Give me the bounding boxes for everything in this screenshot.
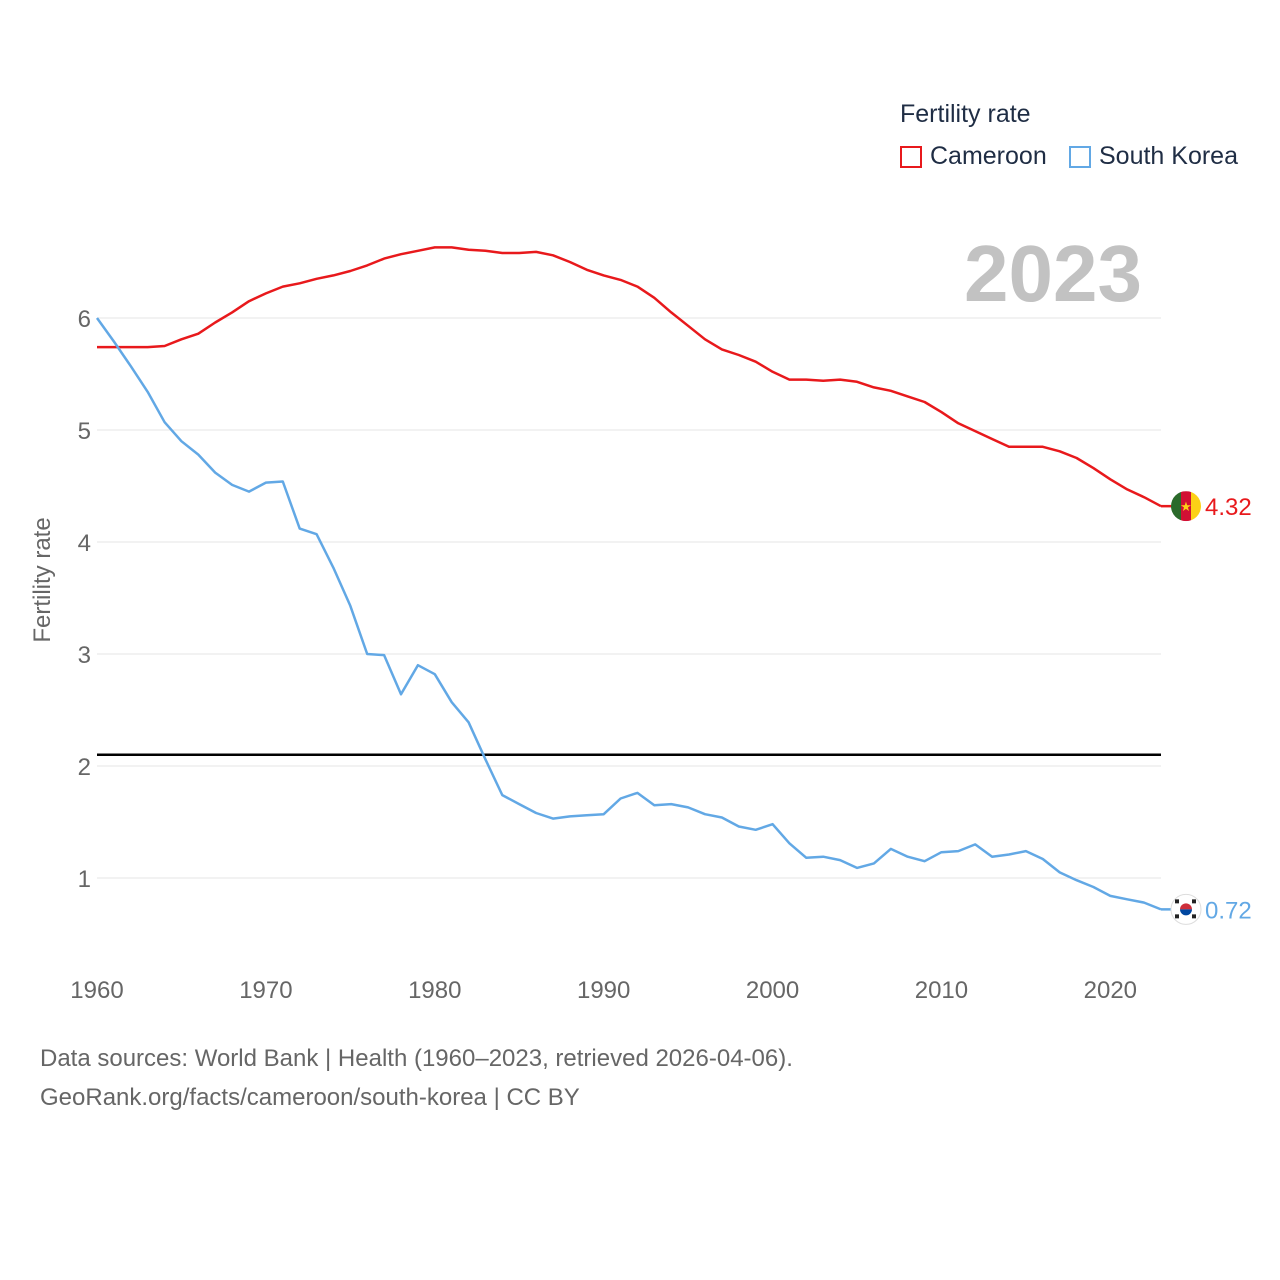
legend-swatch-south-korea bbox=[1069, 145, 1091, 168]
y-axis-title: Fertility rate bbox=[29, 517, 56, 642]
y-tick-label: 6 bbox=[78, 306, 91, 333]
end-value-label-cameroon: 4.32 bbox=[1205, 494, 1252, 521]
svg-text:★: ★ bbox=[1180, 499, 1192, 514]
x-tick-label: 2000 bbox=[746, 977, 799, 1004]
x-tick-label: 2010 bbox=[915, 977, 968, 1004]
x-tick-label: 1970 bbox=[239, 977, 292, 1004]
y-tick-label: 3 bbox=[78, 642, 91, 669]
flag-south-korea-trigram bbox=[1175, 914, 1179, 919]
end-value-label-south-korea: 0.72 bbox=[1205, 897, 1252, 924]
flag-cameroon-icon: ★ bbox=[1171, 491, 1201, 522]
series-line-south-korea bbox=[95, 317, 1162, 911]
x-tick-label: 2020 bbox=[1084, 977, 1137, 1004]
legend-label-south-korea: South Korea bbox=[1099, 142, 1238, 170]
year-label: 2023 bbox=[964, 229, 1142, 318]
flag-south-korea-trigram bbox=[1175, 899, 1179, 904]
attribution-text: GeoRank.org/facts/cameroon/south-korea |… bbox=[40, 1084, 580, 1111]
flag-south-korea-trigram bbox=[1192, 914, 1196, 919]
legend-item-south-korea[interactable]: South Korea bbox=[1069, 142, 1238, 171]
series-line-cameroon bbox=[97, 246, 1162, 508]
x-tick-label: 1990 bbox=[577, 977, 630, 1004]
y-tick-label: 2 bbox=[78, 754, 91, 781]
y-tick-label: 5 bbox=[78, 418, 91, 445]
flag-south-korea-trigram bbox=[1192, 899, 1196, 904]
x-tick-label: 1980 bbox=[408, 977, 461, 1004]
flag-south-korea-taeguk-blue bbox=[1180, 909, 1192, 916]
y-tick-label: 4 bbox=[78, 530, 91, 557]
data-source-text: Data sources: World Bank | Health (1960–… bbox=[40, 1045, 793, 1072]
legend-title: Fertility rate bbox=[900, 100, 1031, 128]
x-tick-label: 1960 bbox=[70, 977, 123, 1004]
legend-swatch-cameroon bbox=[900, 145, 922, 168]
legend-label-cameroon: Cameroon bbox=[930, 142, 1047, 170]
legend-item-cameroon[interactable]: Cameroon bbox=[900, 142, 1047, 171]
flag-south-korea-taeguk-red bbox=[1180, 903, 1192, 910]
y-tick-label: 1 bbox=[78, 866, 91, 893]
